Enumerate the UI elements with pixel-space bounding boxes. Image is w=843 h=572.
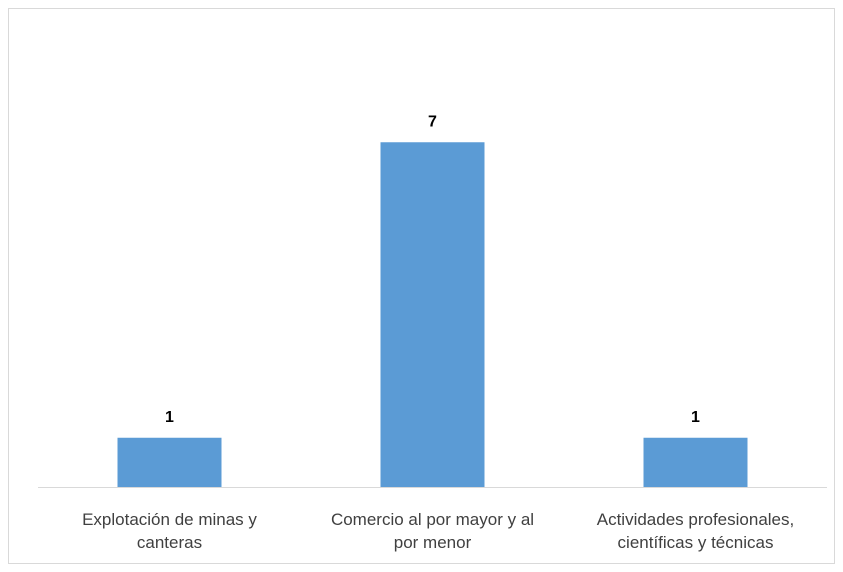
bars-group: [117, 142, 748, 487]
data-label-2: 7: [428, 113, 437, 130]
bar-3: [643, 437, 748, 487]
bar-2: [380, 142, 485, 487]
data-labels-group: 1 7 1: [165, 113, 700, 426]
category-label-line: Comercio al por mayor y al: [330, 510, 535, 529]
data-label-1: 1: [165, 409, 174, 426]
category-label-line: Actividades profesionales,: [596, 510, 795, 529]
category-label-line: Explotación de minas y: [82, 510, 257, 529]
category-label-1: Explotación de minas y canteras: [45, 508, 295, 554]
bar-1: [117, 437, 222, 487]
category-label-3: Actividades profesionales, científicas y …: [571, 508, 821, 554]
category-label-line: científicas y técnicas: [617, 533, 774, 552]
data-label-3: 1: [691, 409, 700, 426]
category-label-line: canteras: [136, 533, 203, 552]
category-label-2: Comercio al por mayor y al por menor: [308, 508, 558, 554]
category-label-line: por menor: [393, 533, 472, 552]
